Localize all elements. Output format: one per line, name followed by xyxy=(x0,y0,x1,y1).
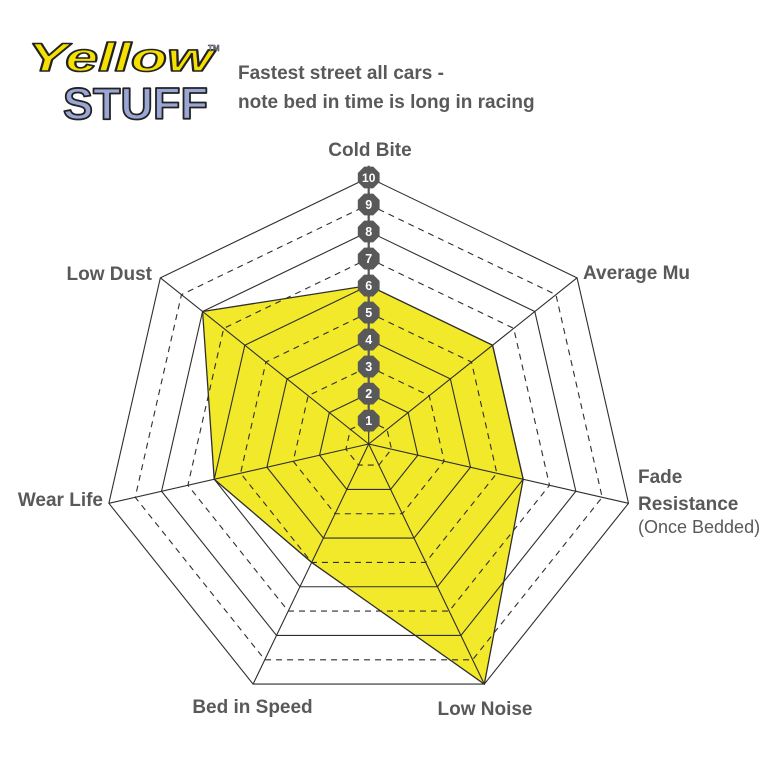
svg-text:6: 6 xyxy=(365,279,372,293)
svg-text:3: 3 xyxy=(365,360,372,374)
svg-text:TM: TM xyxy=(208,44,220,53)
svg-text:8: 8 xyxy=(365,225,372,239)
svg-text:1: 1 xyxy=(365,414,372,428)
svg-text:STUFF: STUFF xyxy=(63,79,208,129)
svg-text:5: 5 xyxy=(365,306,372,320)
svg-text:2: 2 xyxy=(365,387,372,401)
svg-text:10: 10 xyxy=(362,171,376,185)
svg-text:7: 7 xyxy=(365,252,372,266)
svg-text:9: 9 xyxy=(365,198,372,212)
svg-text:4: 4 xyxy=(365,333,372,347)
svg-text:Yellow: Yellow xyxy=(28,36,217,80)
